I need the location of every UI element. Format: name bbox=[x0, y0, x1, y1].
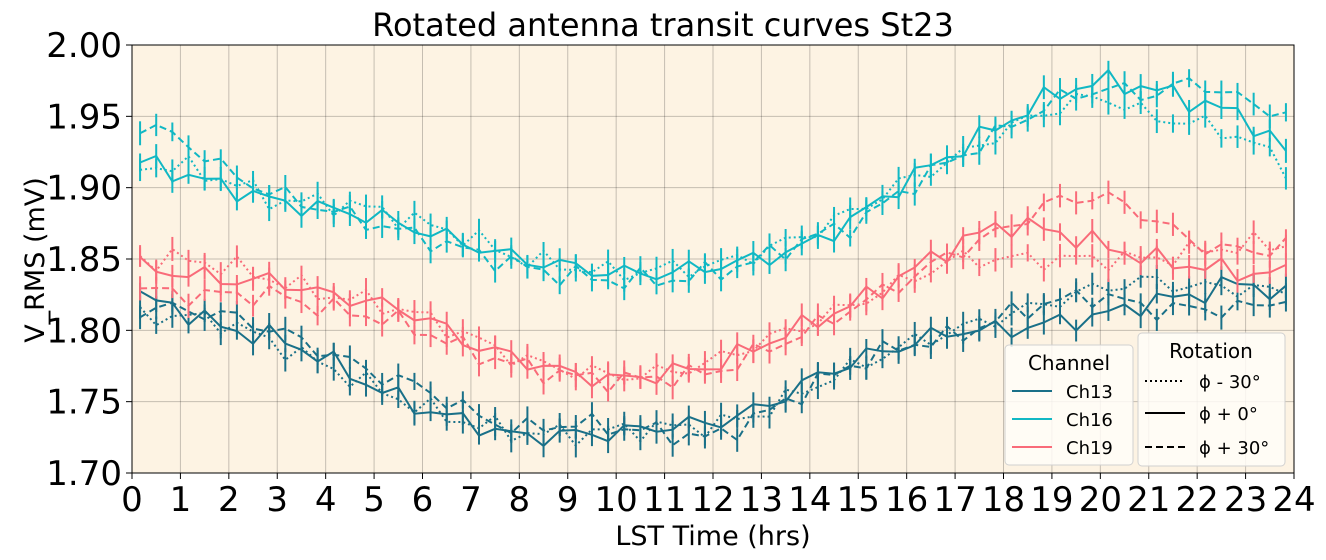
legend-label-ch19: Ch19 bbox=[1066, 438, 1113, 459]
series-line bbox=[139, 77, 1287, 290]
legend-channel: Channel Ch13 Ch16 Ch19 bbox=[1004, 344, 1134, 466]
legend-label-ch13: Ch13 bbox=[1066, 382, 1113, 403]
x-tick-label: 11 bbox=[643, 480, 686, 520]
legend-channel-box bbox=[1004, 344, 1134, 466]
series-ch19-dashed bbox=[139, 180, 1287, 402]
x-tick-label: 1 bbox=[170, 480, 192, 520]
y-axis-ticks: 1.70 1.75 1.80 1.85 1.90 1.95 2.00 bbox=[46, 26, 132, 494]
x-tick-label: 3 bbox=[266, 480, 288, 520]
legend-rotation: Rotation ϕ - 30° ϕ + 0° ϕ + 30° bbox=[1137, 332, 1286, 467]
y-tick-label: 2.00 bbox=[46, 26, 122, 66]
legend-rotation-box bbox=[1137, 332, 1286, 467]
series-line bbox=[139, 275, 1287, 448]
x-axis-label: LST Time (hrs) bbox=[615, 521, 810, 552]
y-tick-label: 1.70 bbox=[46, 454, 122, 494]
x-tick-label: 0 bbox=[121, 480, 143, 520]
y-axis-label: V_RMS (mV) bbox=[20, 177, 51, 343]
x-tick-label: 12 bbox=[691, 480, 734, 520]
x-tick-label: 6 bbox=[412, 480, 434, 520]
x-tick-label: 21 bbox=[1127, 480, 1170, 520]
x-tick-label: 4 bbox=[315, 480, 337, 520]
legend-label-plus0: ϕ + 0° bbox=[1199, 404, 1258, 425]
x-tick-label: 14 bbox=[788, 480, 831, 520]
x-tick-label: 2 bbox=[218, 480, 240, 520]
series-line bbox=[139, 275, 1287, 448]
x-axis-ticks: 0 1 2 3 4 5 6 7 8 9 10 11 12 13 14 15 16 17 18 19 20 21 22 23 24 bbox=[121, 473, 1316, 520]
legend-label-ch16: Ch16 bbox=[1066, 410, 1113, 431]
series-line bbox=[140, 191, 1287, 394]
series-ch13-dashed bbox=[139, 278, 1287, 457]
x-tick-label: 23 bbox=[1224, 480, 1267, 520]
legend-label-minus30: ϕ - 30° bbox=[1199, 372, 1261, 393]
x-tick-label: 20 bbox=[1079, 480, 1122, 520]
y-tick-label: 1.85 bbox=[46, 240, 122, 280]
series-line bbox=[139, 216, 1287, 388]
legend-rotation-title: Rotation bbox=[1169, 339, 1253, 363]
y-tick-label: 1.80 bbox=[46, 311, 122, 351]
y-tick-label: 1.75 bbox=[46, 383, 122, 423]
x-tick-label: 17 bbox=[933, 480, 976, 520]
legend-label-plus30: ϕ + 30° bbox=[1199, 438, 1269, 459]
x-tick-label: 16 bbox=[885, 480, 928, 520]
x-tick-label: 18 bbox=[982, 480, 1025, 520]
x-tick-label: 19 bbox=[1030, 480, 1073, 520]
x-tick-label: 8 bbox=[509, 480, 531, 520]
series-layer bbox=[139, 60, 1287, 458]
chart-title: Rotated antenna transit curves St23 bbox=[372, 6, 954, 44]
x-tick-label: 9 bbox=[557, 480, 579, 520]
y-tick-label: 1.90 bbox=[46, 169, 122, 209]
x-tick-label: 7 bbox=[460, 480, 482, 520]
y-tick-label: 1.95 bbox=[46, 97, 122, 137]
x-tick-label: 15 bbox=[837, 480, 880, 520]
series-line bbox=[139, 289, 1287, 447]
x-tick-label: 10 bbox=[595, 480, 638, 520]
x-tick-label: 5 bbox=[363, 480, 385, 520]
x-tick-label: 13 bbox=[740, 480, 783, 520]
x-tick-label: 22 bbox=[1176, 480, 1219, 520]
series-ch16-dashed bbox=[139, 69, 1287, 301]
series-line bbox=[139, 92, 1287, 282]
x-tick-label: 24 bbox=[1272, 480, 1315, 520]
legend-channel-title: Channel bbox=[1028, 351, 1110, 375]
